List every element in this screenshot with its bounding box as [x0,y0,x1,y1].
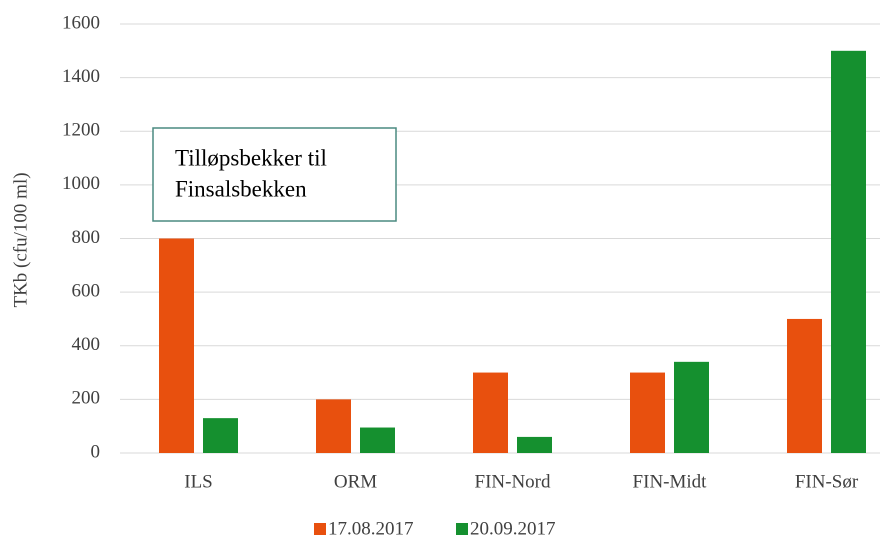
x-tick-label: ORM [334,471,377,492]
x-tick-label: FIN-Sør [795,471,859,492]
legend-swatch [456,523,468,535]
bar [674,361,709,453]
y-tick-label: 1000 [62,173,100,194]
bar [630,372,665,453]
bar [473,372,508,453]
y-tick-label: 600 [72,280,101,301]
bar [517,436,552,453]
y-tick-label: 200 [72,388,101,409]
y-tick-label: 1600 [62,12,100,33]
bar [316,399,351,453]
y-tick-label: 1400 [62,66,100,87]
annotation-text: Tilløpsbekker til [175,145,327,170]
bar [787,318,822,453]
y-tick-label: 1200 [62,120,100,141]
y-tick-label: 400 [72,334,101,355]
y-tick-label: 0 [91,441,101,462]
annotation-box [152,127,397,222]
legend-label: 17.08.2017 [328,518,414,539]
bar [831,50,866,453]
legend-swatch [314,523,326,535]
x-tick-label: FIN-Nord [475,471,551,492]
x-tick-label: FIN-Midt [633,471,708,492]
legend-label: 20.09.2017 [470,518,556,539]
bar [360,427,395,453]
x-tick-label: ILS [184,471,213,492]
annotation-text: Finsalsbekken [175,176,307,201]
bar [159,238,194,453]
y-axis-label: TKb (cfu/100 ml) [10,172,31,307]
bar [203,418,238,453]
y-tick-label: 800 [72,227,101,248]
